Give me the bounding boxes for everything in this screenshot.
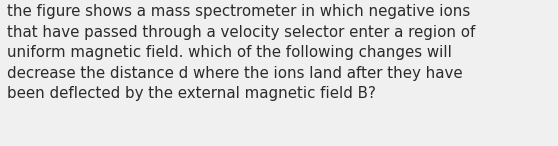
Text: the figure shows a mass spectrometer in which negative ions
that have passed thr: the figure shows a mass spectrometer in …	[7, 4, 475, 101]
